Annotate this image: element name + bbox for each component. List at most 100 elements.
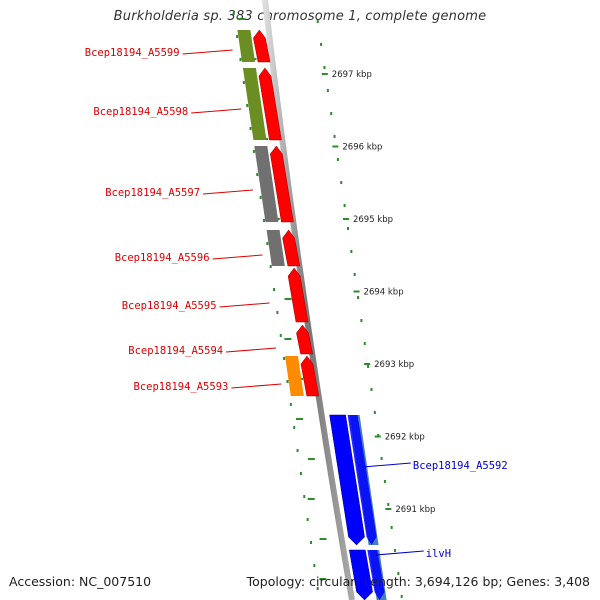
kbp-ruler: 2697 kbp 2696 kbp 2695 kbp 2694 kbp 2693 kbp… (321, 70, 435, 515)
guide-dot (246, 104, 249, 107)
ruler-label: 2694 kbp (364, 288, 404, 298)
gene-arrow[interactable] (270, 145, 294, 223)
guide-dot (343, 204, 346, 207)
gene-arrow[interactable] (349, 549, 373, 600)
guide-dot (276, 311, 279, 314)
gene-label[interactable]: Bcep18194_A5595 (122, 300, 217, 312)
guide-dot (242, 81, 245, 84)
gene-arrow[interactable] (258, 67, 282, 141)
ruler-tick (364, 363, 371, 365)
gene-arrow[interactable] (300, 355, 320, 397)
guide-dot (262, 219, 265, 222)
gene-label[interactable]: Bcep18194_A5592 (413, 460, 508, 472)
cog-block (254, 146, 279, 222)
backbone-line (262, 0, 355, 600)
guide-dot (296, 449, 299, 452)
gene-arrow-secondary[interactable] (367, 550, 385, 600)
cog-block (266, 230, 285, 266)
ruler-tick (321, 73, 328, 75)
guide-dot (323, 66, 326, 69)
label-leader-line (191, 108, 242, 114)
guide-dot (266, 242, 269, 245)
guide-dot (320, 43, 323, 46)
guide-dot (350, 250, 353, 253)
ruler-label: 2693 kbp (374, 360, 414, 370)
gene-label[interactable]: Bcep18194_A5597 (105, 187, 200, 199)
gene-label[interactable]: Bcep18194_A5596 (115, 252, 210, 264)
gene-arrow-secondary[interactable] (347, 415, 377, 545)
guide-dot (357, 296, 360, 299)
guide-dot (387, 503, 390, 506)
genome-summary-text: Topology: circular; Length: 3,694,126 bp… (246, 574, 590, 589)
guide-dot (400, 595, 403, 598)
guide-dash (284, 298, 292, 300)
guide-dot (239, 58, 242, 61)
label-leader-line (202, 189, 254, 195)
ruler-label: 2691 kbp (395, 505, 435, 515)
ruler-label: 2697 kbp (332, 70, 372, 80)
guide-dot (299, 472, 302, 475)
gene-labels: Bcep18194_A5599 Bcep18194_A5598 Bcep18194_… (85, 47, 508, 560)
ruler-label: 2692 kbp (385, 433, 425, 443)
label-leader-line (226, 347, 277, 353)
guide-dot (232, 12, 235, 15)
guide-dot (397, 572, 400, 575)
label-leader-line (182, 49, 233, 55)
gene-label[interactable]: Bcep18194_A5593 (134, 381, 229, 393)
guide-dash (237, 18, 245, 20)
guide-dot (370, 388, 373, 391)
gene-label[interactable]: Bcep18194_A5598 (93, 106, 188, 118)
ruler-tick (353, 290, 360, 293)
guide-dot (256, 173, 259, 176)
guide-dot (393, 549, 396, 552)
guide-dash (296, 418, 304, 420)
label-leader-line (375, 550, 424, 556)
guide-dot (363, 342, 366, 345)
gene-arrow[interactable] (329, 414, 365, 546)
ruler-label: 2696 kbp (342, 143, 382, 153)
label-leader-line (362, 462, 411, 468)
guide-dash (319, 538, 327, 540)
guide-dot (289, 403, 292, 406)
guide-dot (373, 411, 376, 414)
guide-dot (236, 35, 239, 38)
guide-dot (316, 587, 319, 590)
label-leader-line (219, 302, 270, 308)
guide-dot (326, 89, 329, 92)
gene-arrow[interactable] (296, 324, 313, 355)
gene-track (253, 29, 385, 600)
guide-dot (313, 564, 316, 567)
gene-label[interactable]: ilvH (426, 548, 451, 560)
guide-dot (306, 518, 309, 521)
guide-dot (249, 127, 252, 130)
label-leader-line (212, 254, 263, 260)
guide-dash (284, 338, 292, 340)
guide-dash (319, 578, 327, 580)
guide-dot (330, 112, 333, 115)
gene-label[interactable]: Bcep18194_A5599 (85, 47, 180, 59)
guide-dot (283, 357, 286, 360)
guide-dash (307, 498, 315, 500)
guide-dot (286, 380, 289, 383)
cog-block (237, 30, 256, 62)
cog-block (284, 356, 304, 396)
gene-arrow[interactable] (282, 229, 301, 267)
guide-dot (316, 20, 319, 23)
gene-arrow[interactable] (253, 29, 271, 63)
guide-dash (307, 458, 315, 460)
accession-text: Accession: NC_007510 (9, 574, 152, 589)
guide-dot (336, 158, 339, 161)
gene-label[interactable]: Bcep18194_A5594 (128, 345, 223, 357)
ruler-tick (332, 145, 339, 148)
guide-dot (333, 135, 336, 138)
guide-dot (380, 457, 383, 460)
gene-arrow[interactable] (287, 267, 309, 323)
ruler-tick (385, 508, 392, 510)
label-leader-line (231, 383, 282, 389)
guide-dot (383, 480, 386, 483)
ruler-tick (342, 218, 349, 220)
guide-dot (390, 526, 393, 529)
dotted-guides (232, 12, 403, 598)
guide-dot (293, 426, 296, 429)
